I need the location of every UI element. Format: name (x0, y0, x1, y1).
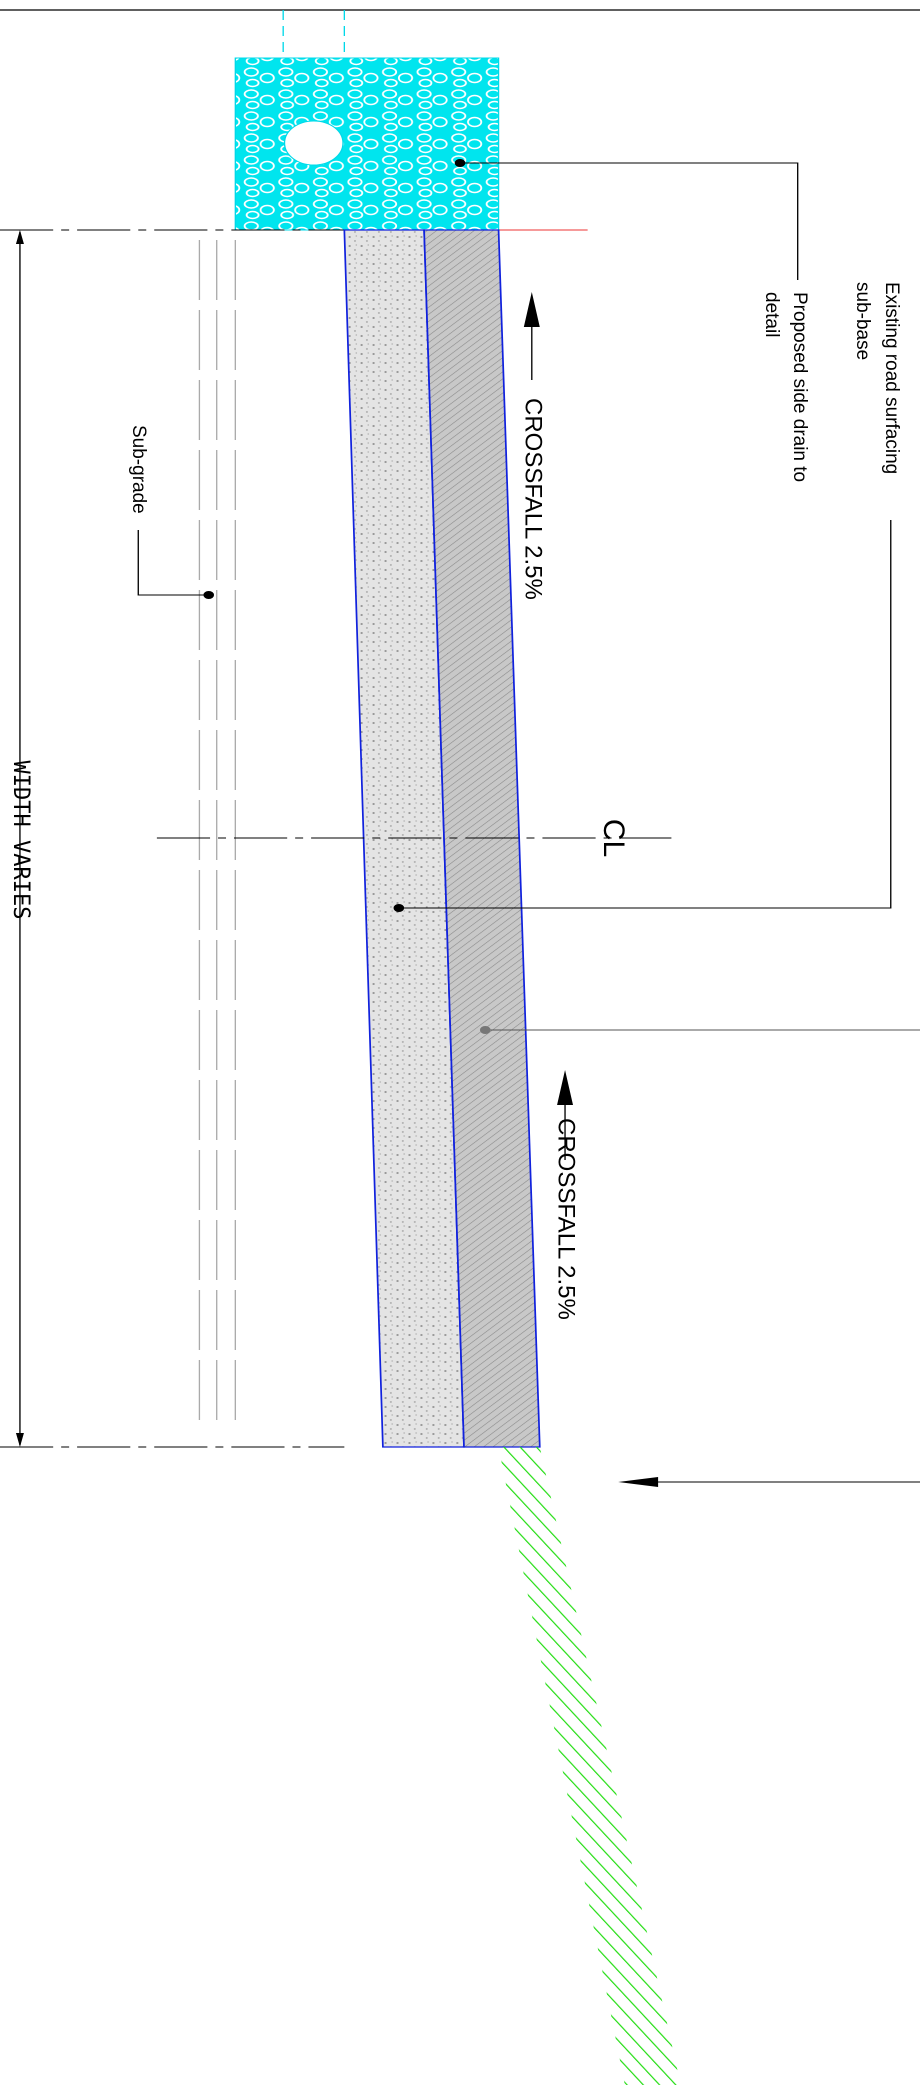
leader (398, 520, 892, 909)
leader (460, 162, 799, 280)
linework (0, 9, 920, 2085)
leader-dot (393, 904, 405, 912)
label: Proposed side drain to (789, 292, 810, 482)
sub-grade-lines (198, 240, 236, 1430)
label: detail (761, 292, 782, 337)
label: CROSSFALL 2.5% (553, 1118, 580, 1320)
embankment (498, 1447, 681, 2085)
arrow-shaft (531, 320, 920, 1483)
extent-line (0, 229, 345, 1448)
leader (137, 530, 209, 596)
leader-dot (454, 159, 466, 167)
label: WIDTH VARIES (8, 761, 33, 920)
label: sub-base (852, 282, 873, 360)
label: CL (597, 819, 630, 857)
label: CROSSFALL 2.5% (520, 398, 547, 600)
label: Sub-grade (128, 425, 149, 514)
drain-pipe (283, 120, 344, 166)
leader-dot (479, 1026, 491, 1034)
side-drain (234, 57, 500, 231)
label: Existing road surfacing (881, 282, 902, 474)
leader-dot (203, 591, 215, 599)
